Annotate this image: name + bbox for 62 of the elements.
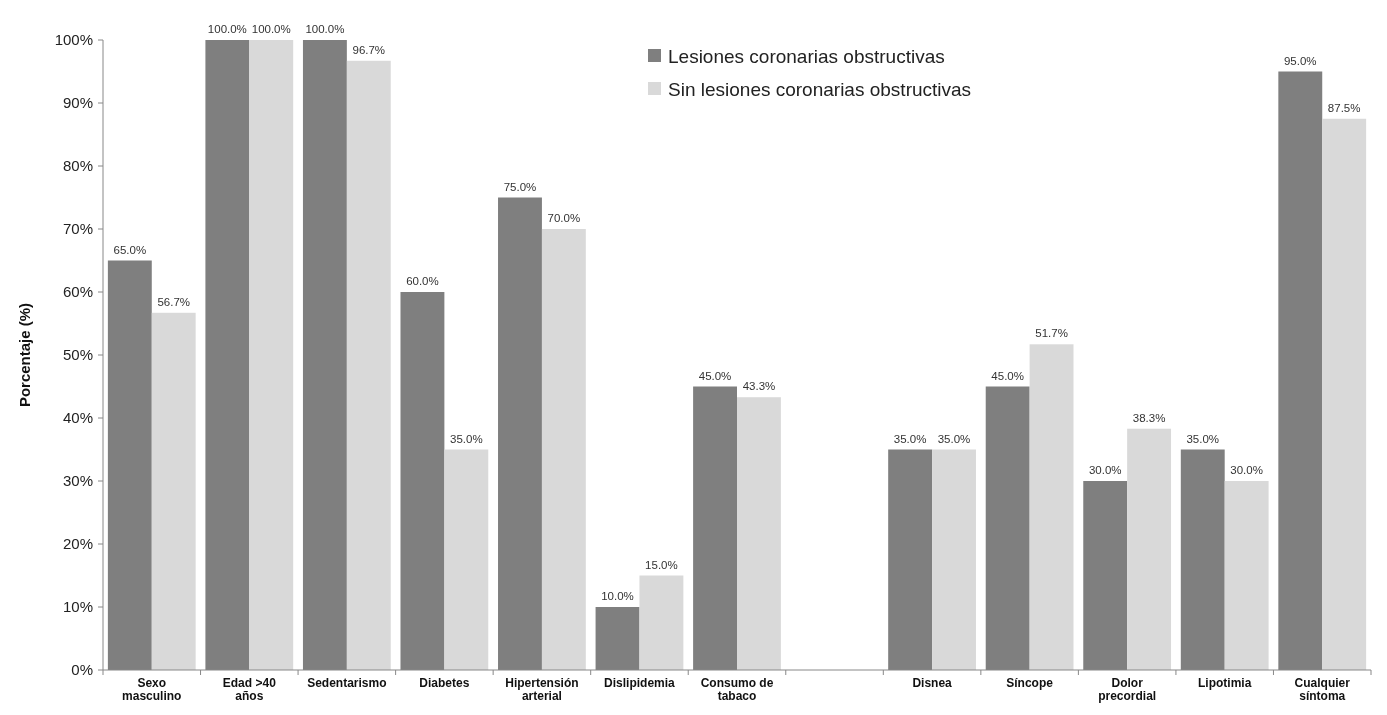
bar bbox=[1029, 344, 1074, 670]
data-label: 10.0% bbox=[601, 590, 634, 602]
y-tick-label: 90% bbox=[62, 94, 93, 112]
x-tick-label: Disnea bbox=[912, 676, 953, 690]
data-label: 30.0% bbox=[1230, 464, 1263, 476]
x-tick-label: Sedentarismo bbox=[307, 676, 387, 690]
data-label: 35.0% bbox=[937, 432, 971, 445]
bar bbox=[346, 60, 391, 670]
x-tick-label: Dolor precordial bbox=[1098, 676, 1157, 703]
y-tick-label: 70% bbox=[62, 220, 93, 238]
x-tick-label: Edad >40 años bbox=[222, 676, 277, 703]
bar bbox=[1322, 118, 1367, 670]
y-tick-label: 10% bbox=[62, 598, 93, 616]
data-label: 43.3% bbox=[742, 380, 776, 393]
x-tick-label: Cualquier síntoma bbox=[1294, 676, 1351, 703]
y-tick-label: 20% bbox=[62, 535, 93, 553]
x-tick-label: Lipotimia bbox=[1198, 676, 1252, 690]
y-tick-label: 0% bbox=[71, 661, 93, 679]
legend-label: Sin lesiones coronarias obstructivas bbox=[668, 78, 972, 100]
data-label: 100.0% bbox=[251, 23, 291, 35]
data-label: 45.0% bbox=[698, 369, 732, 382]
x-tick-label: Hipertensión arterial bbox=[505, 676, 579, 703]
data-label: 65.0% bbox=[113, 243, 147, 256]
data-label: 56.7% bbox=[157, 295, 191, 308]
data-label: 96.7% bbox=[352, 43, 386, 56]
y-tick-label: 40% bbox=[62, 409, 93, 427]
data-label: 70.0% bbox=[547, 212, 581, 224]
bar bbox=[541, 229, 586, 670]
data-label: 87.5% bbox=[1327, 101, 1361, 114]
data-label: 35.0% bbox=[893, 432, 927, 445]
bar bbox=[444, 449, 489, 670]
data-label: 30.0% bbox=[1088, 464, 1122, 476]
y-axis-title: Porcentaje (%) bbox=[16, 302, 33, 408]
x-tick-label: Consumo de tabaco bbox=[700, 676, 774, 703]
legend-label: Lesiones coronarias obstructivas bbox=[668, 45, 945, 67]
data-label: 100.0% bbox=[207, 23, 247, 35]
y-tick-label: 30% bbox=[62, 472, 93, 490]
x-tick-label: Dislipidemia bbox=[604, 676, 676, 690]
data-label: 60.0% bbox=[406, 275, 439, 287]
y-tick-label: 60% bbox=[62, 283, 93, 301]
bar bbox=[932, 449, 976, 670]
y-tick-label: 50% bbox=[62, 346, 93, 364]
y-tick-label: 80% bbox=[62, 157, 93, 175]
x-tick-label: Diabetes bbox=[419, 676, 470, 690]
bar bbox=[737, 397, 781, 670]
bar bbox=[249, 40, 294, 670]
data-label: 75.0% bbox=[503, 180, 537, 193]
data-label: 35.0% bbox=[1186, 432, 1220, 445]
y-tick-label: 100% bbox=[54, 31, 93, 49]
data-label: 35.0% bbox=[450, 432, 483, 445]
data-label: 51.7% bbox=[1035, 327, 1068, 340]
data-label: 100.0% bbox=[305, 23, 345, 35]
bar bbox=[1127, 428, 1172, 670]
x-tick-label: Sexo masculino bbox=[122, 676, 182, 703]
data-label: 15.0% bbox=[645, 558, 678, 571]
data-label: 45.0% bbox=[991, 369, 1024, 382]
x-tick-label: Síncope bbox=[1006, 676, 1054, 690]
bar bbox=[151, 312, 196, 670]
bar bbox=[1224, 481, 1269, 670]
data-label: 95.0% bbox=[1283, 54, 1317, 67]
bar bbox=[639, 575, 684, 670]
data-label: 38.3% bbox=[1132, 411, 1166, 424]
